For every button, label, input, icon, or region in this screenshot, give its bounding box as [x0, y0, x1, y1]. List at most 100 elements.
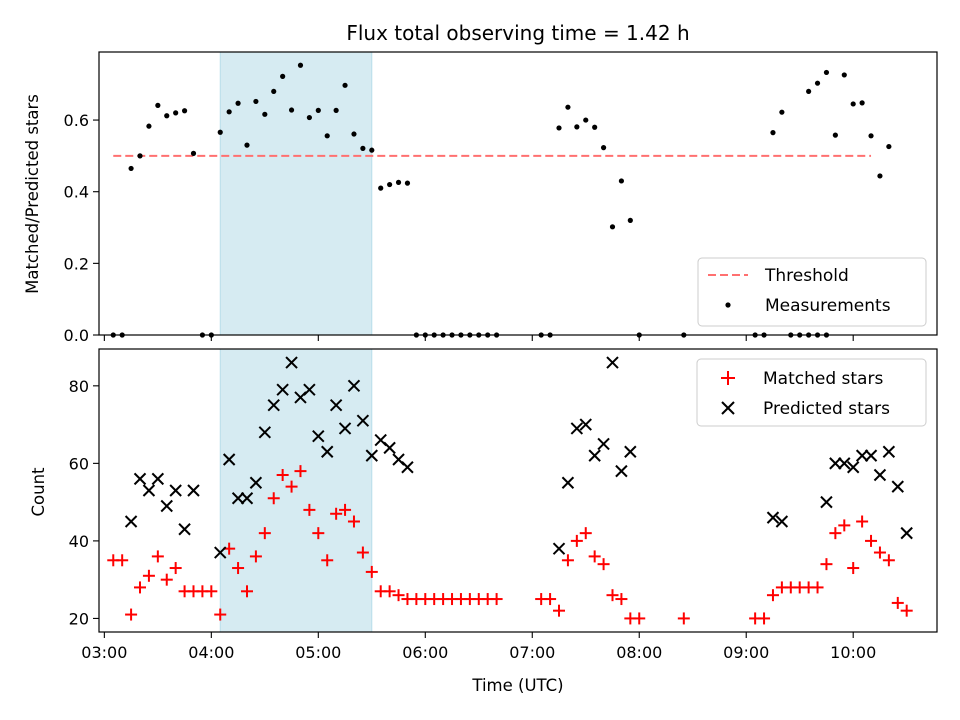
measurement-point: [600, 145, 607, 151]
measurement-point: [378, 185, 384, 191]
measurement-point: [886, 143, 892, 150]
x-tick-label: 10:00: [830, 643, 876, 662]
matched-star-point: [339, 503, 352, 516]
predicted-star-point: [303, 383, 316, 396]
measurement-point: [877, 173, 883, 179]
measurement-point: [770, 130, 776, 136]
matched-star-point: [214, 608, 227, 621]
matched-star-point: [285, 480, 298, 493]
matched-star-point: [677, 612, 690, 625]
measurement-point: [333, 107, 339, 113]
matched-star-point: [873, 546, 886, 559]
measurement-point: [217, 129, 223, 135]
matched-star-point: [544, 593, 557, 606]
measurement-point: [297, 62, 304, 68]
measurement-point: [164, 113, 170, 119]
predicted-star-point: [329, 399, 343, 412]
legend-threshold-label: Threshold: [764, 266, 849, 286]
predicted-star-point: [561, 476, 575, 489]
predicted-star-point: [321, 445, 334, 458]
predicted-star-point: [249, 476, 263, 489]
x-tick-label: 07:00: [509, 643, 555, 662]
matched-star-point: [891, 596, 904, 609]
top-y-tick-label: 0.4: [64, 183, 89, 202]
predicted-star-point: [606, 356, 619, 369]
matched-star-point: [820, 558, 833, 571]
matched-star-point: [392, 589, 405, 602]
measurement-point: [288, 107, 295, 113]
predicted-star-point: [142, 484, 156, 497]
matched-star-point: [865, 534, 878, 547]
legend-measurements-label: Measurements: [765, 296, 891, 316]
matched-star-point: [151, 550, 164, 563]
predicted-star-point: [347, 379, 361, 393]
bottom-y-tick-label: 80: [69, 377, 89, 396]
predicted-star-point: [285, 356, 298, 369]
matched-star-point: [303, 503, 316, 516]
matched-star-point: [240, 585, 253, 598]
measurement-point: [387, 181, 393, 188]
predicted-star-points: [124, 356, 913, 559]
measurement-point: [244, 142, 250, 148]
predicted-star-point: [267, 399, 280, 412]
x-tick-label: 06:00: [402, 643, 448, 662]
predicted-star-point: [891, 480, 904, 493]
measurement-point: [262, 111, 268, 117]
matched-star-point: [160, 573, 173, 586]
matched-star-point: [312, 527, 325, 540]
predicted-star-point: [855, 449, 869, 462]
bottom-y-tick-label: 20: [69, 609, 89, 628]
predicted-star-point: [214, 546, 227, 559]
measurement-point: [823, 69, 830, 76]
matched-star-point: [758, 612, 771, 625]
bottom-y-axis-label: Count: [29, 467, 48, 517]
predicted-star-point: [240, 492, 254, 505]
predicted-star-point: [187, 484, 200, 497]
top-panel: 0.0 0.2 0.4 0.6 Matched/Predicted stars Thr…: [23, 51, 938, 345]
x-tick-label: 05:00: [295, 643, 341, 662]
measurement-point: [592, 124, 598, 130]
matched-star-point: [232, 562, 245, 575]
legend-matched-label: Matched stars: [763, 369, 883, 389]
predicted-star-point: [151, 472, 165, 486]
matched-star-point: [561, 554, 574, 567]
x-tick-label: 09:00: [723, 643, 769, 662]
measurement-point: [369, 147, 375, 153]
measurement-point: [806, 88, 812, 95]
predicted-star-point: [222, 453, 236, 466]
x-tick-label: 04:00: [188, 643, 234, 662]
measurement-point: [395, 179, 402, 185]
predicted-star-point: [124, 515, 138, 528]
predicted-star-point: [775, 515, 789, 528]
matched-star-point: [579, 527, 592, 540]
legend-matched-swatch: [721, 371, 735, 385]
predicted-star-point: [624, 445, 637, 458]
predicted-star-point: [258, 426, 272, 439]
matched-star-points: [107, 465, 913, 625]
measurement-points: [110, 62, 892, 338]
bottom-y-tick-label: 60: [69, 454, 89, 473]
predicted-star-point: [276, 383, 289, 396]
measurement-point: [146, 123, 152, 129]
x-tick-label: 03:00: [81, 643, 127, 662]
measurement-point: [814, 80, 821, 86]
matched-star-point: [570, 534, 583, 547]
matched-star-point: [553, 604, 566, 617]
matched-star-point: [606, 589, 619, 602]
matched-star-point: [267, 492, 280, 505]
matched-star-point: [383, 585, 396, 598]
predicted-star-point: [383, 441, 396, 455]
measurement-point: [155, 102, 161, 108]
measurement-point: [324, 133, 330, 139]
matched-star-point: [347, 515, 360, 528]
measurement-point: [226, 109, 232, 115]
matched-star-point: [258, 527, 271, 540]
predicted-star-point: [160, 499, 173, 513]
x-axis-label: Time (UTC): [471, 676, 563, 695]
matched-star-point: [766, 589, 779, 602]
measurement-point: [173, 110, 179, 116]
predicted-star-point: [864, 449, 878, 462]
matched-star-point: [321, 554, 334, 567]
measurement-point: [235, 100, 241, 106]
measurement-point: [565, 104, 571, 110]
